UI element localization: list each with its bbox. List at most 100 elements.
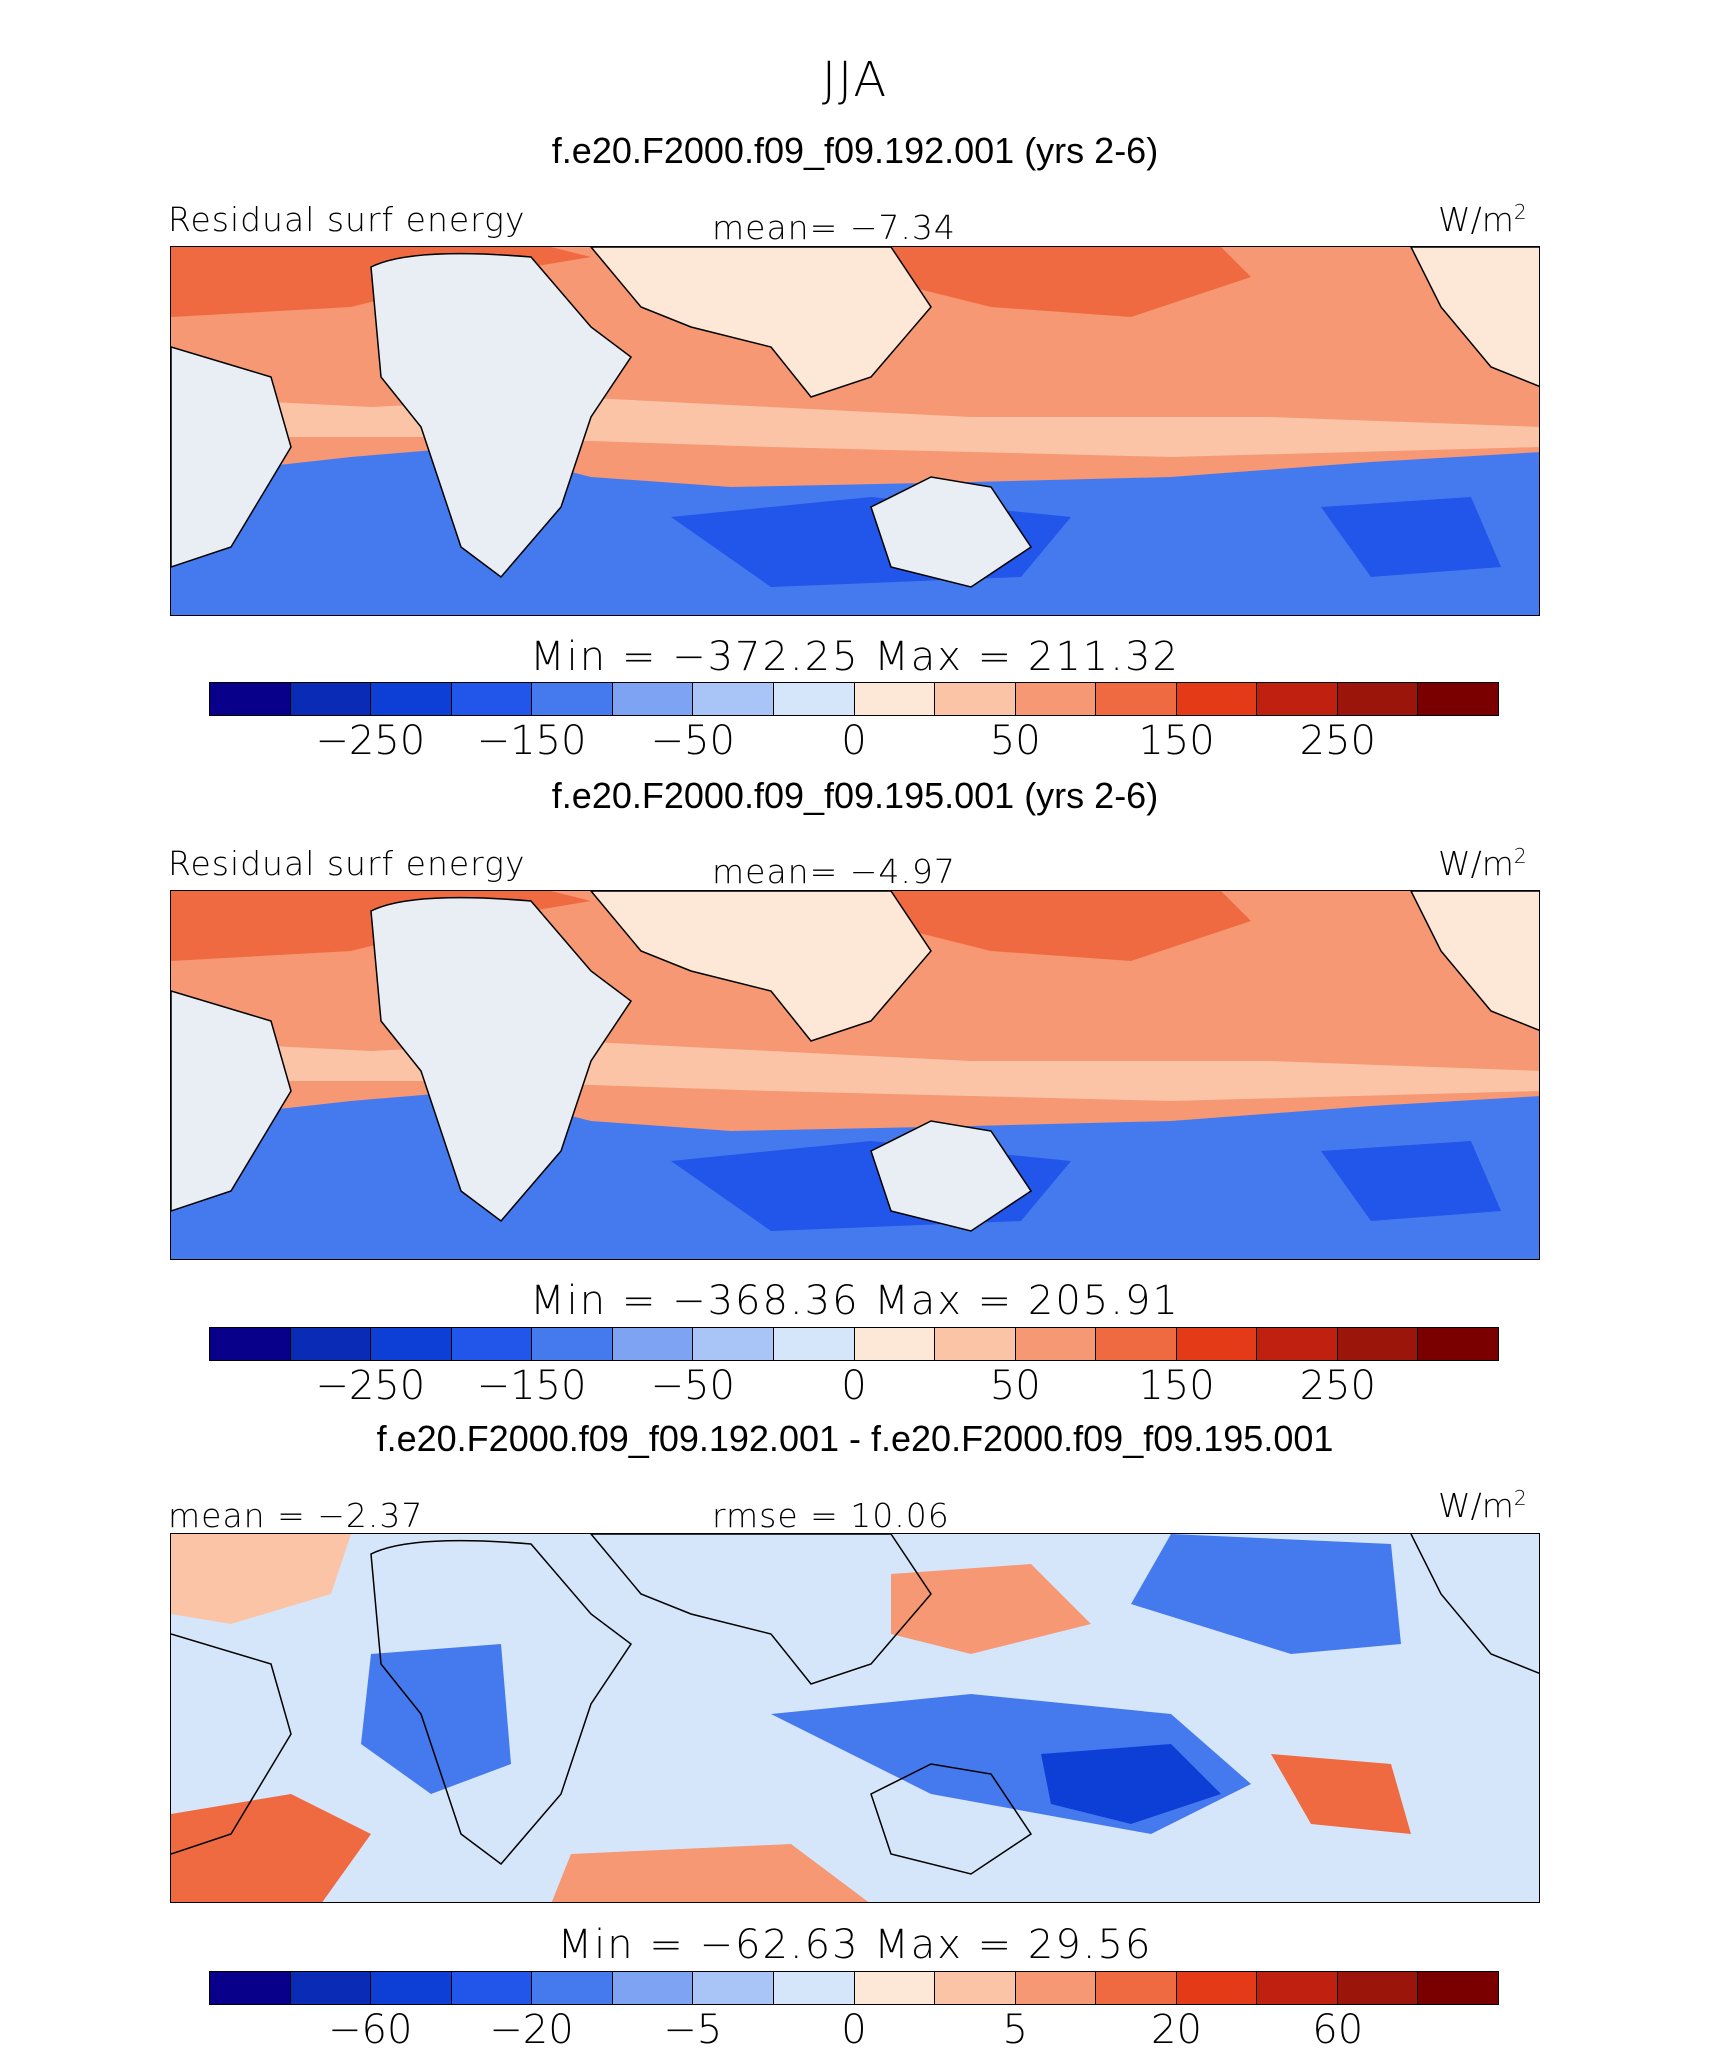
panel-3-units: W/m2 — [1438, 1486, 1527, 1525]
colorbar-3-box-15 — [1418, 1972, 1498, 2004]
panel-3-case-title: f.e20.F2000.f09_f09.192.001 - f.e20.F200… — [376, 1418, 1334, 1459]
panel-1-units: W/m2 — [1438, 200, 1527, 239]
colorbar-3-box-0 — [210, 1972, 291, 2004]
panel-1-variable-label: Residual surf energy — [168, 200, 526, 239]
colorbar-1-box-1 — [290, 683, 372, 715]
panel-2-mean-label: mean= −4.97 — [712, 852, 956, 891]
colorbar-3-box-14 — [1337, 1972, 1419, 2004]
colorbar-2-box-10 — [1015, 1328, 1097, 1360]
colorbar-1-tick-label: 250 — [1299, 718, 1376, 764]
colorbar-2-tick-label: 150 — [1138, 1363, 1215, 1409]
colorbar-3-box-13 — [1257, 1972, 1338, 2004]
colorbar-3-box-11 — [1096, 1972, 1177, 2004]
panel-1-land-south-america — [171, 346, 292, 568]
panel-3-field-asia-pos — [891, 1564, 1091, 1654]
colorbar-1-tick-label: 0 — [841, 718, 867, 764]
colorbar-2-box-13 — [1257, 1328, 1338, 1360]
figure-title: JJA — [821, 52, 889, 108]
colorbar-2-box-6 — [693, 1328, 774, 1360]
panel-2-map — [170, 890, 1540, 1260]
panel-2-field-n-pacific — [891, 891, 1251, 961]
panel-2-land-africa — [370, 896, 633, 1223]
panel-3-mean-label: mean = −2.37 — [168, 1496, 424, 1535]
panel-2-land-south-america — [171, 990, 292, 1212]
panel-3-map — [170, 1533, 1540, 1903]
panel-2-land-asia — [590, 891, 932, 1042]
panel-2-map-svg — [171, 891, 1539, 1259]
colorbar-1-box-2 — [371, 683, 452, 715]
colorbar-1-box-3 — [451, 683, 533, 715]
panel-2-variable-label: Residual surf energy — [168, 844, 526, 883]
panel-1-field-n-pacific — [891, 247, 1251, 317]
panel-1-mean-label: mean= −7.34 — [712, 208, 956, 247]
panel-2-land-north-america — [1410, 891, 1539, 1032]
colorbar-2-tick-label: 250 — [1299, 1363, 1376, 1409]
panel-3-field-nw-atlantic-pos — [171, 1534, 351, 1624]
panel-2-field-s-pacific-low — [1321, 1141, 1501, 1221]
panel-1-case-title: f.e20.F2000.f09_f09.192.001 (yrs 2-6) — [551, 130, 1159, 171]
panel-3-field-sw-atlantic-pos — [171, 1794, 371, 1902]
panel-3-rmse-label: rmse = 10.06 — [712, 1496, 950, 1535]
colorbar-3-tick-label: −5 — [663, 2007, 723, 2053]
colorbar-1-tick-label: −150 — [476, 718, 587, 764]
colorbar-2-box-8 — [854, 1328, 936, 1360]
colorbar-3-box-6 — [693, 1972, 774, 2004]
panel-3-field-se-pacific-pos — [1271, 1754, 1411, 1834]
panel-2-minmax: Min = −368.36 Max = 205.91 — [530, 1278, 1180, 1324]
panel-2-colorbar — [209, 1327, 1499, 1361]
colorbar-2-box-4 — [532, 1328, 613, 1360]
colorbar-3-tick-label: −20 — [489, 2007, 574, 2053]
colorbar-1-tick-label: −50 — [650, 718, 735, 764]
colorbar-3-box-1 — [290, 1972, 372, 2004]
colorbar-2-box-5 — [612, 1328, 694, 1360]
panel-1-land-africa — [370, 252, 633, 579]
panel-1-land-australia — [870, 476, 1033, 588]
colorbar-3-box-12 — [1176, 1972, 1258, 2004]
panel-3-coast-australia — [870, 1763, 1033, 1875]
colorbar-2-box-14 — [1337, 1328, 1419, 1360]
colorbar-1-tick-label: 50 — [989, 718, 1041, 764]
colorbar-2-box-15 — [1418, 1328, 1498, 1360]
colorbar-2-box-2 — [371, 1328, 452, 1360]
colorbar-3-tick-label: 20 — [1151, 2007, 1202, 2053]
colorbar-3-box-4 — [532, 1972, 613, 2004]
colorbar-3-box-5 — [612, 1972, 694, 2004]
panel-1-land-asia — [590, 247, 932, 398]
colorbar-3-tick-label: 5 — [1002, 2007, 1028, 2053]
colorbar-1-box-11 — [1096, 683, 1177, 715]
panel-1-minmax: Min = −372.25 Max = 211.32 — [530, 634, 1180, 680]
panel-3-field-southern-ocean-pos — [551, 1844, 869, 1902]
colorbar-2-box-0 — [210, 1328, 291, 1360]
colorbar-3-box-3 — [451, 1972, 533, 2004]
colorbar-3-box-8 — [854, 1972, 936, 2004]
colorbar-2-tick-label: 50 — [989, 1363, 1041, 1409]
panel-1-field-s-pacific-low — [1321, 497, 1501, 577]
colorbar-3-tick-label: 60 — [1312, 2007, 1364, 2053]
panel-3-coast-north-america — [1410, 1534, 1539, 1675]
panel-1-map-svg — [171, 247, 1539, 615]
colorbar-2-tick-label: 0 — [841, 1363, 867, 1409]
colorbar-1-box-6 — [693, 683, 774, 715]
colorbar-3-box-9 — [935, 1972, 1016, 2004]
colorbar-1-box-12 — [1176, 683, 1258, 715]
colorbar-1-box-5 — [612, 683, 694, 715]
panel-1-colorbar — [209, 682, 1499, 716]
colorbar-3-box-7 — [773, 1972, 855, 2004]
colorbar-3-box-10 — [1015, 1972, 1097, 2004]
panel-3-coast-asia — [590, 1534, 932, 1685]
colorbar-3-tick-label: −60 — [328, 2007, 413, 2053]
colorbar-2-box-7 — [773, 1328, 855, 1360]
colorbar-1-tick-label: −250 — [315, 718, 426, 764]
panel-3-map-svg — [171, 1534, 1539, 1902]
panel-3-field-n-pacific-neg — [1131, 1534, 1401, 1654]
colorbar-1-box-14 — [1337, 683, 1419, 715]
colorbar-1-box-4 — [532, 683, 613, 715]
colorbar-2-box-12 — [1176, 1328, 1258, 1360]
colorbar-2-box-1 — [290, 1328, 372, 1360]
panel-1-land-north-america — [1410, 247, 1539, 388]
panel-3-field-min-core — [1041, 1744, 1221, 1824]
colorbar-2-tick-label: −250 — [315, 1363, 426, 1409]
panel-3-coast-south-america — [171, 1633, 292, 1855]
colorbar-1-box-0 — [210, 683, 291, 715]
panel-3-coast-africa — [370, 1539, 633, 1866]
